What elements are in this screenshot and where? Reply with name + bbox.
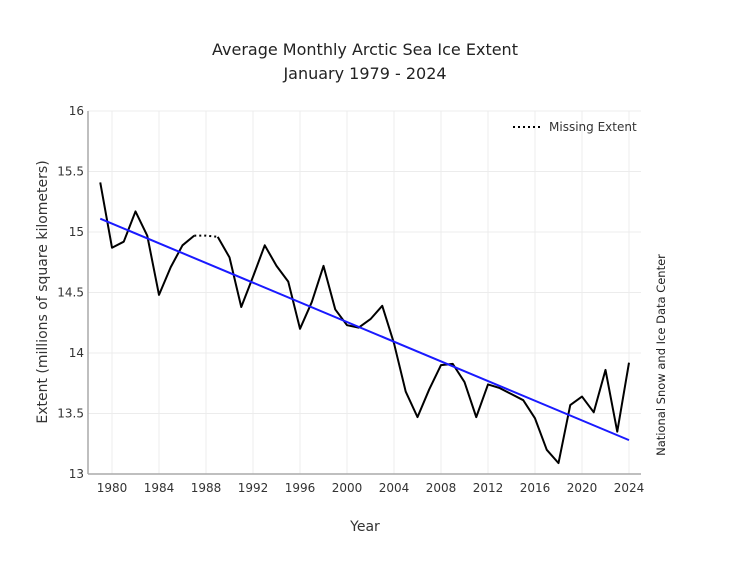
gridlines: [88, 110, 641, 474]
y-tick-label: 13: [69, 467, 84, 481]
x-tick-label: 2000: [332, 481, 363, 495]
x-tick-label: 1980: [97, 481, 128, 495]
x-tick-label: 2012: [473, 481, 504, 495]
x-tick-label: 2008: [426, 481, 457, 495]
y-tick-labels: 13 13.5 14 14.5 15 15.5 16: [57, 104, 84, 481]
y-tick-label: 14: [69, 346, 84, 360]
axes: [87, 111, 641, 475]
y-tick-label: 16: [69, 104, 84, 118]
x-tick-label: 1988: [191, 481, 222, 495]
legend-label: Missing Extent: [549, 120, 637, 134]
x-tick-label: 2004: [379, 481, 410, 495]
x-tick-labels: 1980 1984 1988 1992 1996 2000 2004 2008 2012 2016…: [97, 481, 645, 495]
x-tick-label: 1984: [144, 481, 175, 495]
y-tick-label: 14.5: [57, 286, 84, 300]
y-tick-label: 13.5: [57, 407, 84, 421]
missing-extent-line: [194, 234, 218, 238]
x-tick-label: 2020: [567, 481, 598, 495]
x-tick-label: 2016: [520, 481, 551, 495]
x-tick-label: 1996: [285, 481, 316, 495]
legend: Missing Extent: [513, 120, 637, 134]
series-extent: [99, 182, 630, 465]
chart-title: Average Monthly Arctic Sea Ice Extent: [212, 40, 518, 59]
x-tick-label: 1992: [238, 481, 269, 495]
x-tick-label: 2024: [614, 481, 645, 495]
extent-line: [216, 236, 630, 465]
chart-subtitle: January 1979 - 2024: [282, 64, 446, 83]
x-axis-label: Year: [349, 519, 380, 535]
credit-label: National Snow and Ice Data Center: [654, 254, 668, 456]
trend-line: [99, 217, 630, 442]
y-tick-label: 15.5: [57, 165, 84, 179]
y-tick-label: 15: [69, 225, 84, 239]
y-axis-label: Extent (millions of square kilometers): [35, 160, 51, 423]
series-missing-extent: [194, 234, 218, 238]
series-group: [99, 182, 630, 465]
series-linear-trend: [99, 217, 630, 442]
